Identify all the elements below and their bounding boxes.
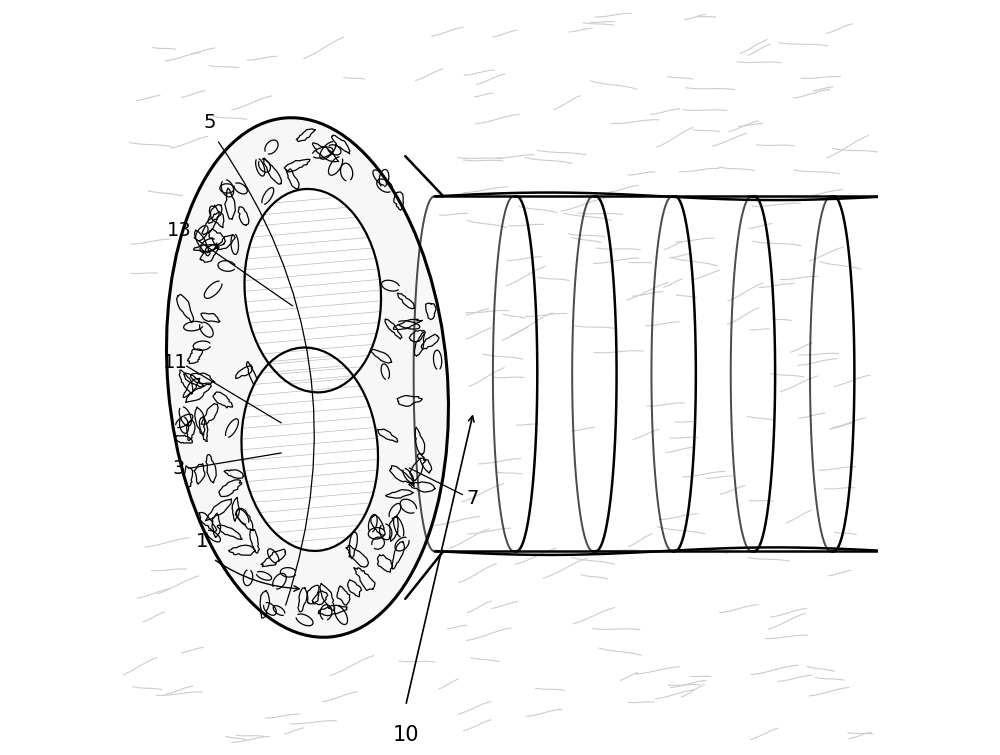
Ellipse shape [166,118,448,637]
Text: 1: 1 [196,532,208,551]
Ellipse shape [241,347,378,551]
Text: 11: 11 [163,353,188,372]
Ellipse shape [244,189,381,393]
Text: 13: 13 [167,220,192,240]
Text: 7: 7 [466,488,478,508]
Text: 10: 10 [392,725,419,744]
Text: 3: 3 [173,458,185,478]
Text: 5: 5 [203,113,216,132]
